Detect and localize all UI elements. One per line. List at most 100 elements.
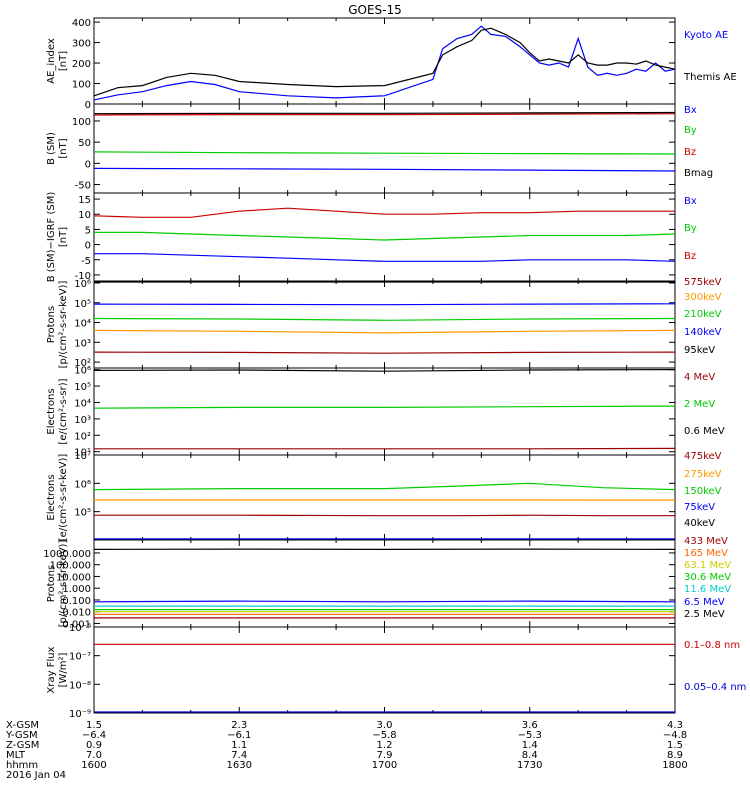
- legend-protons_mev-3: 30.6 MeV: [684, 572, 731, 583]
- y-axis-label: [nT]: [58, 138, 69, 158]
- x-tick-mlt: 7.9: [377, 750, 393, 761]
- x-tick-y_gsm: −4.8: [663, 730, 687, 741]
- x-tick-x_gsm: 3.0: [377, 720, 393, 731]
- panel-protons_kev: 10² 10³ 10⁴ 10⁵ 10⁶ Protons [p/(cm²-s-sr-keV)]…: [46, 277, 722, 369]
- panel-ae: 0 100 200 300 400 AE_index [nT] Kyoto AE Themis …: [46, 17, 737, 111]
- x-tick-x_gsm: 3.6: [522, 720, 538, 731]
- panel-electrons_mev: 10¹ 10² 10³ 10⁴ 10⁵ 10⁶ Electrons [e/(cm²-s-sr)…: [46, 366, 725, 459]
- legend-protons_kev-3: 300keV: [684, 292, 722, 303]
- y-tick-label: 200: [72, 59, 91, 70]
- legend-electrons_kev-0: 40keV: [684, 518, 715, 529]
- legend-electrons_mev-2: 4 MeV: [684, 372, 715, 383]
- x-row-label: X-GSM: [6, 720, 39, 731]
- y-tick-label: 10.000: [56, 572, 91, 583]
- legend-protons_mev-0: 2.5 MeV: [684, 609, 725, 620]
- y-tick-label: 10⁷: [74, 451, 91, 462]
- y-tick-label: 10¹: [74, 448, 91, 459]
- legend-xray-0: 0.1–0.8 nm: [684, 640, 740, 651]
- x-tick-mlt: 8.9: [667, 750, 683, 761]
- panel-frame: [93, 103, 676, 194]
- y-tick-label: 1.000: [62, 584, 91, 595]
- y-tick-label: 0.100: [62, 596, 91, 607]
- legend-electrons_kev-2: 150keV: [684, 486, 722, 497]
- legend-bigrf-2: Bz: [684, 251, 696, 262]
- y-tick-label: 10³: [74, 415, 91, 426]
- y-tick-label: 300: [72, 39, 91, 50]
- x-tick-x_gsm: 2.3: [231, 720, 247, 731]
- legend-electrons_kev-3: 275keV: [684, 469, 722, 480]
- panel-frame: [93, 17, 676, 105]
- x-tick-hhmm: 1730: [517, 760, 542, 771]
- legend-protons_kev-4: 575keV: [684, 277, 722, 288]
- y-tick-label: 10: [78, 210, 91, 221]
- y-tick-label: 15: [78, 195, 91, 206]
- y-tick-label: 100: [72, 80, 91, 91]
- y-axis-label: [e/(cm²-s-sr)]: [58, 378, 69, 444]
- y-tick-label: 10²: [74, 431, 91, 442]
- y-tick-label: 10⁵: [74, 508, 91, 519]
- y-axis-label: AE_index: [46, 38, 57, 84]
- panel-protons_mev: 0.0010.0100.1001.00010.000100.0001000.00…: [43, 536, 731, 630]
- x-tick-z_gsm: 0.9: [86, 740, 102, 751]
- y-axis-label: Protons: [46, 306, 57, 343]
- series-electrons_kev-2: [93, 482, 676, 491]
- y-tick-label: 10⁴: [74, 398, 91, 409]
- y-tick-label: 0: [85, 159, 91, 170]
- x-tick-y_gsm: −6.1: [227, 730, 251, 741]
- x-tick-mlt: 8.4: [522, 750, 538, 761]
- legend-electrons_mev-0: 0.6 MeV: [684, 426, 725, 437]
- y-axis-label: [nT]: [58, 227, 69, 247]
- y-tick-label: 10⁻⁸: [69, 680, 91, 691]
- legend-protons_mev-4: 63.1 MeV: [684, 560, 731, 571]
- y-axis-label: Protons: [46, 565, 57, 602]
- y-tick-label: -10: [75, 271, 91, 282]
- x-row-label: Y-GSM: [5, 730, 38, 741]
- x-tick-hhmm: 1630: [227, 760, 252, 771]
- y-axis-label: B (SM): [46, 132, 57, 165]
- y-tick-label: 10⁵: [74, 299, 91, 310]
- x-axis-labels: X-GSMY-GSMZ-GSMMLThhmm1.5−6.40.97.016002…: [5, 720, 688, 781]
- legend-bsm-1: By: [684, 125, 697, 136]
- y-tick-label: 10⁻⁹: [69, 709, 91, 720]
- y-tick-label: 10⁻⁶: [69, 623, 91, 634]
- panel-bigrf: -10 -5 0 5 10 15 B (SM)−IGRF (SM) [nT] Bx By Bz: [46, 192, 697, 283]
- x-tick-y_gsm: −5.3: [518, 730, 542, 741]
- legend-protons_mev-2: 11.6 MeV: [684, 584, 731, 595]
- y-axis-label: B (SM)−IGRF (SM): [46, 192, 57, 283]
- x-tick-y_gsm: −5.8: [372, 730, 396, 741]
- panel-xray: 10⁻⁹ 10⁻⁸ 10⁻⁷ 10⁻⁶ Xray Flux [W/m²] 0.1–0.8 n…: [46, 623, 746, 720]
- series-electrons_mev-1: [93, 405, 676, 409]
- y-tick-label: -5: [81, 256, 91, 267]
- x-tick-z_gsm: 1.2: [377, 740, 393, 751]
- y-axis-label: Electrons: [46, 474, 57, 520]
- series-protons_kev-2: [93, 317, 676, 321]
- series-bsm-0: [93, 167, 676, 172]
- panel-frame: [93, 454, 676, 541]
- series-ae-0: [93, 25, 676, 101]
- date-label: 2016 Jan 04: [6, 770, 66, 781]
- x-tick-z_gsm: 1.1: [231, 740, 247, 751]
- legend-protons_kev-1: 140keV: [684, 327, 722, 338]
- y-tick-label: 400: [72, 18, 91, 29]
- series-bsm-1: [93, 151, 676, 155]
- panel-bsm: -50 0 50 100 B (SM) [nT] Bx By Bz Bmag: [46, 103, 713, 194]
- y-axis-label: [e/(cm²-s-sr-keV)]: [58, 454, 69, 542]
- legend-bsm-0: Bx: [684, 105, 697, 116]
- x-row-label: MLT: [6, 750, 26, 761]
- y-axis-label: Xray Flux: [46, 646, 57, 693]
- y-tick-label: 0: [85, 100, 91, 111]
- y-axis-label: [W/m²]: [58, 652, 69, 687]
- legend-protons_mev-6: 433 MeV: [684, 536, 728, 547]
- y-axis-label: [p/(cm²-s-sr-keV)]: [58, 281, 69, 369]
- y-tick-label: 100: [72, 117, 91, 128]
- x-tick-x_gsm: 1.5: [86, 720, 102, 731]
- series-protons_kev-4: [93, 351, 676, 354]
- series-bsm-3: [93, 111, 676, 115]
- series-protons_mev-1: [93, 600, 676, 603]
- y-tick-label: 0.010: [62, 608, 91, 619]
- panel-electrons_kev: 10⁵ 10⁶ 10⁷ Electrons [e/(cm²-s-sr-keV)] 40ke…: [46, 451, 722, 541]
- panel-frame: [93, 192, 676, 282]
- x-tick-hhmm: 1800: [662, 760, 687, 771]
- series-protons_kev-1: [93, 303, 676, 306]
